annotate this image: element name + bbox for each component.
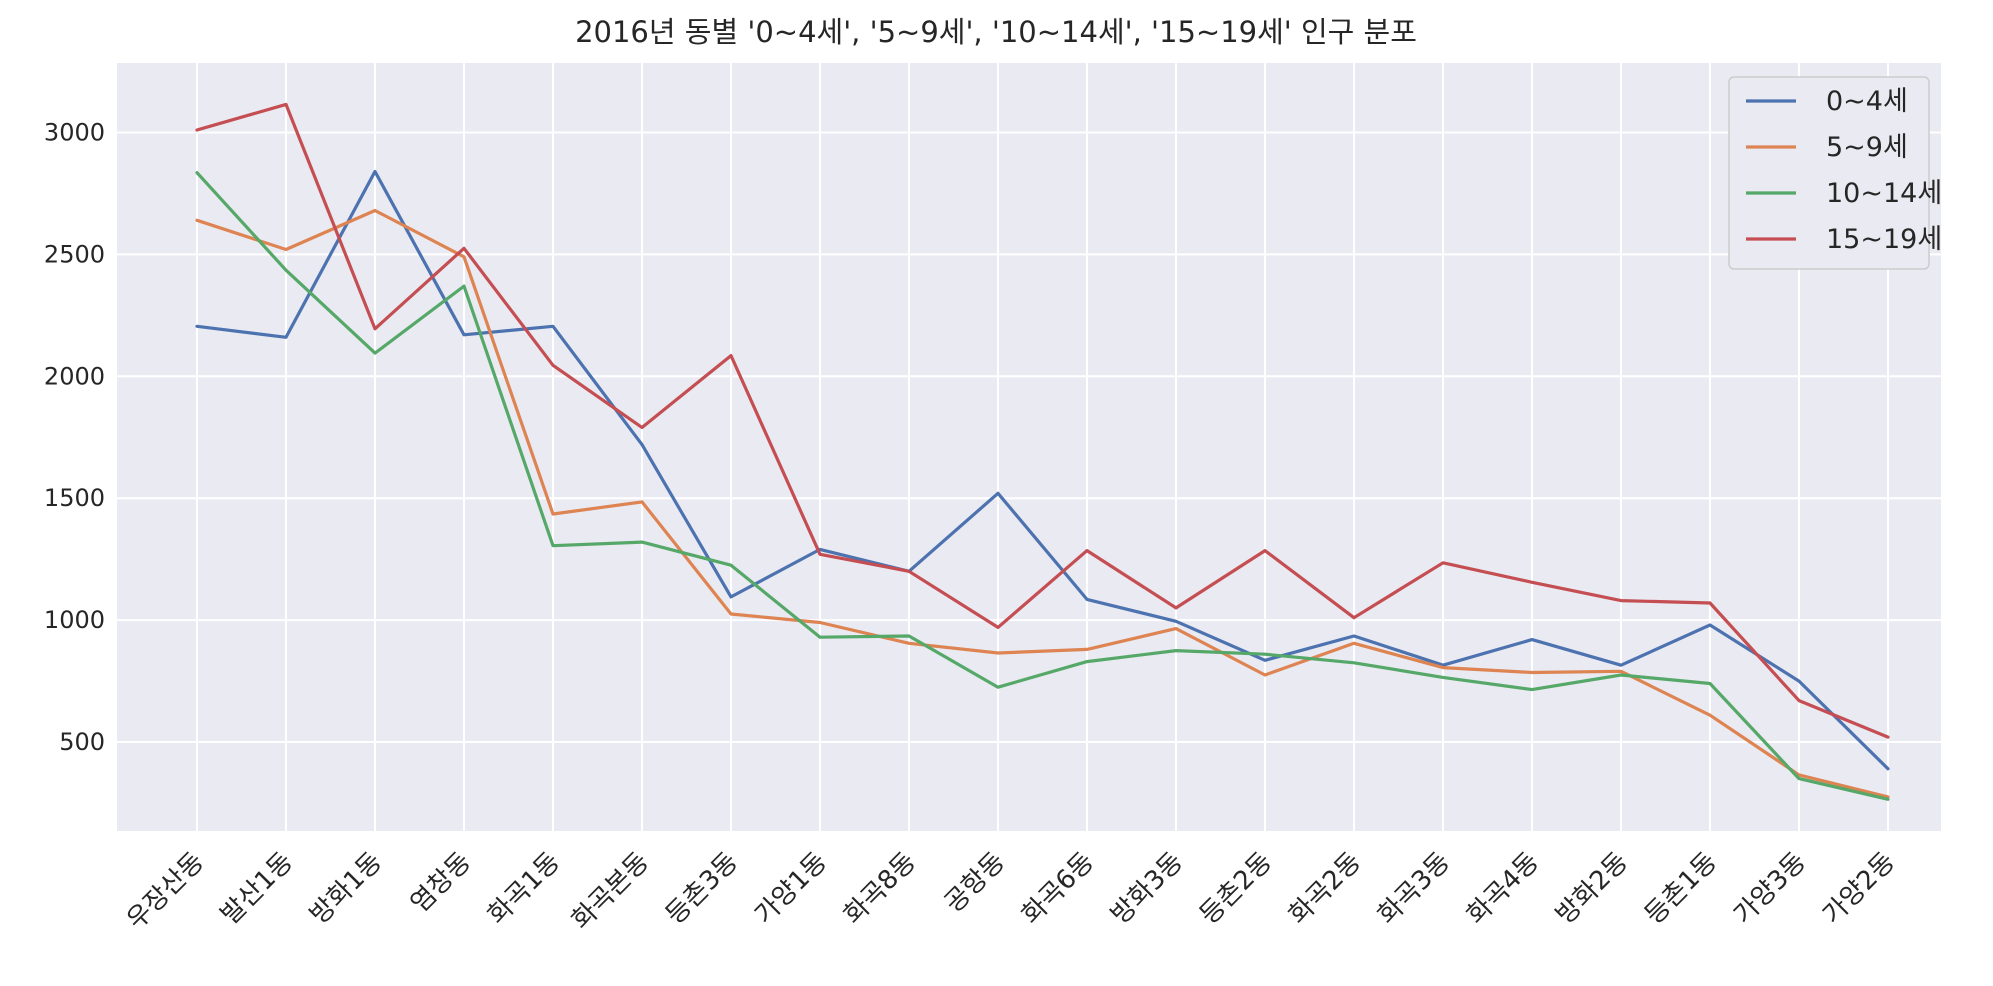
chart-title: 2016년 동별 '0~4세', '5~9세', '10~14세', '15~1… (575, 15, 1417, 49)
series-line-3 (195, 102, 1890, 739)
x-axis: 우장산동 발산1동 방화1동 염창동 화곡1동 화곡본동 등촌3동 가양1동 화곡8동 공항동 화곡… (121, 847, 1901, 936)
legend-label: 0~4세 (1826, 86, 1908, 117)
x-tick-label: 가양2동 (1817, 847, 1901, 931)
y-tick-label: 1000 (44, 606, 105, 634)
x-tick-label: 화곡3동 (1372, 847, 1456, 931)
x-tick-label: 등촌2동 (1194, 847, 1278, 931)
legend-label: 15~19세 (1826, 224, 1942, 255)
x-tick-label: 화곡4동 (1461, 847, 1545, 931)
x-tick-label: 발산1동 (215, 847, 299, 931)
x-tick-label: 등촌3동 (660, 847, 744, 931)
x-tick-label: 공항동 (939, 847, 1011, 919)
x-tick-label: 방화3동 (1105, 847, 1189, 931)
series-line-1 (195, 208, 1890, 799)
plot-area (117, 63, 1941, 831)
legend-label: 5~9세 (1826, 132, 1908, 163)
grid (117, 63, 1941, 831)
x-tick-label: 가양1동 (749, 847, 833, 931)
x-tick-label: 화곡1동 (482, 847, 566, 931)
x-tick-label: 화곡본동 (566, 847, 655, 936)
x-tick-label: 화곡8동 (838, 847, 922, 931)
y-tick-label: 3000 (44, 118, 105, 146)
y-tick-label: 1500 (44, 484, 105, 512)
x-tick-label: 염창동 (405, 847, 477, 919)
series-line-2 (195, 171, 1890, 801)
x-tick-label: 방화2동 (1550, 847, 1634, 931)
legend: 0~4세 5~9세 10~14세 15~19세 (1728, 76, 1942, 270)
legend-box (1728, 76, 1930, 270)
x-tick-label: 등촌1동 (1639, 847, 1723, 931)
legend-label: 10~14세 (1826, 178, 1942, 209)
y-axis: 500 1000 1500 2000 2500 3000 (44, 118, 105, 756)
x-tick-label: 화곡2동 (1283, 847, 1367, 931)
x-tick-label: 우장산동 (121, 847, 210, 936)
y-tick-label: 2500 (44, 240, 105, 268)
y-tick-label: 2000 (44, 362, 105, 390)
x-tick-label: 화곡6동 (1016, 847, 1100, 931)
x-tick-label: 가양3동 (1728, 847, 1812, 931)
y-tick-label: 500 (59, 728, 105, 756)
x-tick-label: 방화1동 (304, 847, 388, 931)
series-lines (195, 102, 1890, 801)
